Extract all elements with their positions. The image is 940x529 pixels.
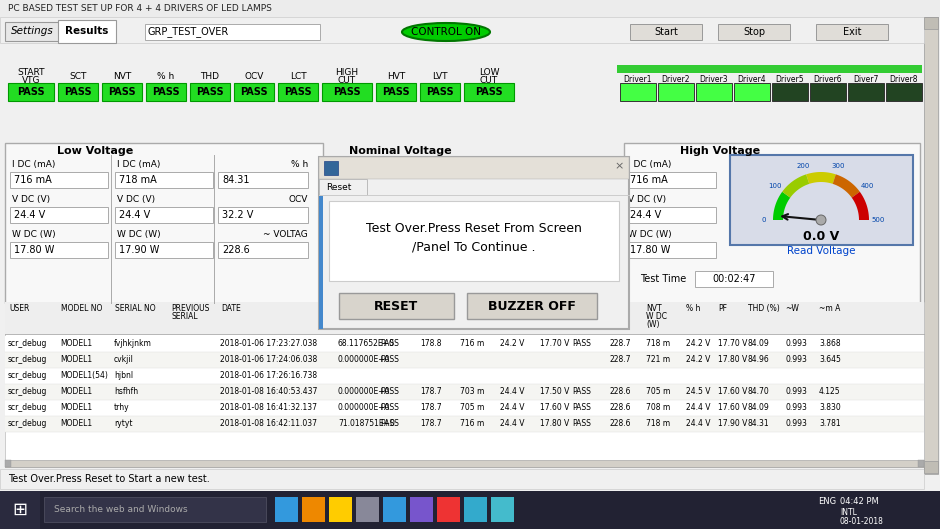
Text: 17.80 W: 17.80 W (14, 245, 55, 255)
Text: 228.7: 228.7 (609, 339, 631, 348)
FancyBboxPatch shape (319, 179, 367, 195)
Text: 24.4 V: 24.4 V (686, 419, 711, 428)
Text: PASS: PASS (380, 403, 399, 412)
Text: Results: Results (65, 26, 109, 36)
Text: ~ VOLTAG: ~ VOLTAG (263, 230, 308, 239)
Text: Driver3: Driver3 (699, 75, 728, 84)
Text: Driver2: Driver2 (662, 75, 690, 84)
FancyBboxPatch shape (339, 293, 454, 319)
FancyBboxPatch shape (924, 461, 938, 473)
Text: 2018-01-06 17:26:16.738: 2018-01-06 17:26:16.738 (220, 371, 317, 380)
Text: 24.4 V: 24.4 V (14, 210, 45, 220)
Text: CONTROL ON: CONTROL ON (411, 27, 481, 37)
Text: fvjhkjnkm: fvjhkjnkm (114, 339, 152, 348)
FancyBboxPatch shape (810, 83, 846, 101)
Text: Low Voltage: Low Voltage (57, 146, 133, 156)
Text: 08-01-2018: 08-01-2018 (840, 517, 884, 526)
Text: 17.90 W: 17.90 W (119, 245, 160, 255)
Text: Driver5: Driver5 (776, 75, 805, 84)
Text: V DC (V): V DC (V) (12, 195, 50, 204)
Text: 24.4 V: 24.4 V (500, 387, 525, 396)
FancyBboxPatch shape (658, 83, 694, 101)
FancyBboxPatch shape (146, 83, 186, 101)
FancyBboxPatch shape (5, 336, 924, 352)
Text: 705 m: 705 m (646, 387, 670, 396)
Text: 84.09: 84.09 (748, 339, 770, 348)
FancyBboxPatch shape (8, 83, 54, 101)
Text: Search the web and Windows: Search the web and Windows (54, 506, 188, 515)
Text: 4.125: 4.125 (819, 387, 840, 396)
FancyBboxPatch shape (924, 17, 938, 29)
Text: 703 m: 703 m (460, 387, 484, 396)
Text: CUT: CUT (338, 76, 356, 85)
Text: MODEL1: MODEL1 (60, 403, 92, 412)
Text: 84.31: 84.31 (748, 419, 770, 428)
Text: PASS: PASS (241, 87, 268, 97)
FancyBboxPatch shape (5, 143, 323, 303)
Text: PASS: PASS (333, 87, 361, 97)
FancyBboxPatch shape (278, 83, 318, 101)
Text: MODEL1(54): MODEL1(54) (60, 371, 108, 380)
Text: BUZZER OFF: BUZZER OFF (488, 299, 576, 313)
FancyBboxPatch shape (10, 207, 108, 223)
FancyBboxPatch shape (464, 497, 487, 522)
FancyBboxPatch shape (5, 460, 924, 467)
Text: 24.5 V: 24.5 V (686, 387, 711, 396)
FancyBboxPatch shape (102, 83, 142, 101)
FancyBboxPatch shape (5, 22, 60, 41)
Text: 2018-01-06 17:24:06.038: 2018-01-06 17:24:06.038 (220, 355, 318, 364)
FancyBboxPatch shape (275, 497, 298, 522)
Text: PASS: PASS (380, 387, 399, 396)
Text: Reset: Reset (326, 183, 352, 192)
Text: PASS: PASS (572, 339, 591, 348)
Text: 0.000000E+0: 0.000000E+0 (338, 387, 390, 396)
Text: ~m A: ~m A (819, 304, 840, 313)
Text: 200: 200 (797, 163, 810, 169)
Text: 0.0 V: 0.0 V (803, 230, 839, 243)
FancyBboxPatch shape (10, 242, 108, 258)
Text: Driver8: Driver8 (890, 75, 918, 84)
Text: PASS: PASS (383, 87, 410, 97)
FancyBboxPatch shape (628, 242, 716, 258)
FancyBboxPatch shape (734, 83, 770, 101)
Text: 71.018751E+0: 71.018751E+0 (338, 419, 395, 428)
Text: 17.70 V: 17.70 V (718, 339, 747, 348)
FancyBboxPatch shape (848, 83, 884, 101)
Text: 68.117652E+0: 68.117652E+0 (338, 339, 395, 348)
Text: hjbnl: hjbnl (114, 371, 133, 380)
Text: HIGH: HIGH (336, 68, 358, 77)
Text: Start: Start (654, 27, 678, 37)
Text: Diver7: Diver7 (854, 75, 879, 84)
Text: ×: × (615, 161, 623, 171)
Text: 0.993: 0.993 (785, 339, 807, 348)
Text: Test Over.Press Reset to Start a new test.: Test Over.Press Reset to Start a new tes… (8, 474, 210, 484)
Text: MODEL1: MODEL1 (60, 387, 92, 396)
FancyBboxPatch shape (624, 143, 920, 303)
Text: NVT: NVT (572, 304, 588, 313)
FancyBboxPatch shape (410, 497, 433, 522)
FancyBboxPatch shape (383, 497, 406, 522)
Text: 178.7: 178.7 (420, 419, 442, 428)
Text: SERIAL NO: SERIAL NO (115, 304, 156, 313)
Text: 3.830: 3.830 (819, 403, 840, 412)
Text: 17.60 V: 17.60 V (718, 403, 747, 412)
Text: OCV: OCV (244, 72, 264, 81)
Text: V DC (V): V DC (V) (628, 195, 666, 204)
FancyBboxPatch shape (886, 83, 922, 101)
Text: 3.645: 3.645 (819, 355, 841, 364)
Text: 17.50 V: 17.50 V (540, 387, 570, 396)
Text: 228.6: 228.6 (609, 403, 631, 412)
FancyBboxPatch shape (5, 302, 924, 334)
FancyBboxPatch shape (5, 302, 924, 467)
FancyBboxPatch shape (620, 83, 656, 101)
Text: 17.60 V: 17.60 V (540, 403, 570, 412)
Text: 04:42 PM: 04:42 PM (840, 497, 879, 506)
Text: Nominal Voltage: Nominal Voltage (349, 146, 451, 156)
Text: 17.80 W: 17.80 W (630, 245, 670, 255)
Text: Test Over.Press Reset From Screen: Test Over.Press Reset From Screen (366, 223, 582, 235)
Text: THD: THD (200, 72, 220, 81)
Text: LOW: LOW (478, 68, 499, 77)
Text: 84.96: 84.96 (748, 355, 770, 364)
Text: PASS: PASS (108, 87, 135, 97)
